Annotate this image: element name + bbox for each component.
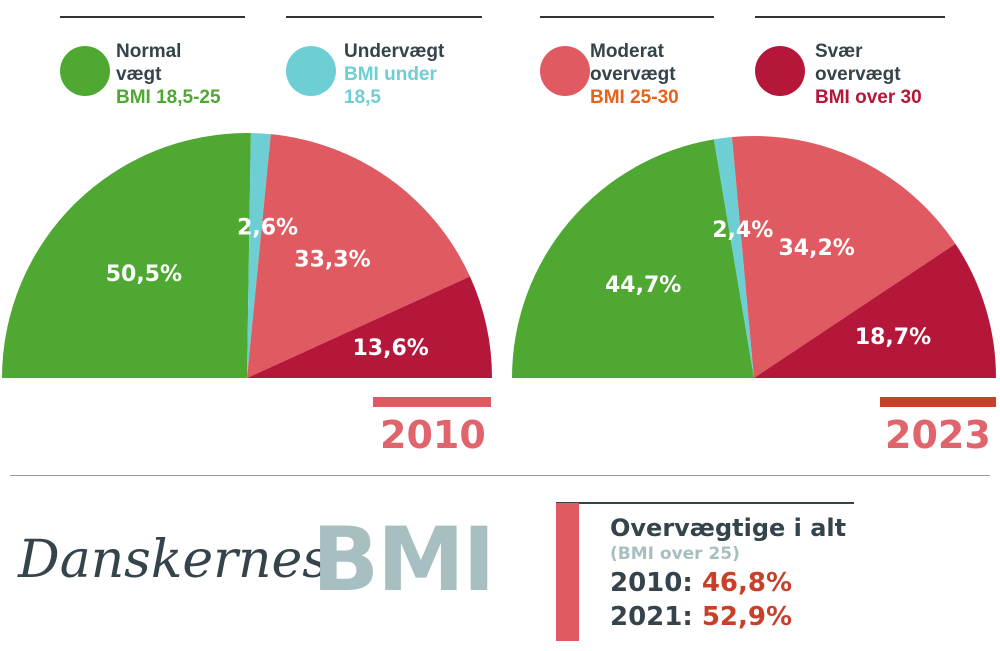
year-label-2010: 2010 <box>380 413 486 457</box>
heading-bmi: BMI <box>312 508 495 611</box>
pie-slice-2010-1 <box>247 133 271 378</box>
heading-script: Danskernes <box>18 530 329 590</box>
legend-title: Undervægt <box>344 41 445 62</box>
legend-sub: BMI over 30 <box>815 87 922 108</box>
summary-year: 2010: <box>610 568 693 598</box>
pie-slice-2023-1 <box>713 137 754 378</box>
pie-label-2023-0: 44,7% <box>605 273 681 298</box>
pie-label-2010-3: 13,6% <box>352 336 428 361</box>
legend-title: Moderat overvægt <box>590 41 676 85</box>
pie-label-2023-2: 34,2% <box>778 236 854 261</box>
summary-year: 2021: <box>610 602 693 632</box>
pie-slice-2023-2 <box>731 136 956 378</box>
legend-swatch <box>60 46 110 96</box>
legend-moderat: Moderat overvægt BMI 25-30 <box>540 16 714 108</box>
pie-slice-2010-3 <box>247 276 492 378</box>
summary-box: Overvægtige i alt (BMI over 25) 2010: 46… <box>610 514 846 632</box>
legend-swatch <box>755 46 805 96</box>
pie-slice-2010-2 <box>247 134 470 378</box>
year-bar-2023 <box>880 397 996 407</box>
legend-sub: BMI 25-30 <box>590 87 679 108</box>
legend-svaer: Svær overvægt BMI over 30 <box>755 16 945 108</box>
legend-swatch <box>286 46 336 96</box>
legend-under: Undervægt BMI under 18,5 <box>286 16 482 108</box>
summary-value: 46,8% <box>701 568 793 598</box>
pie-slice-2010-0 <box>2 132 251 378</box>
summary-value: 52,9% <box>701 602 793 632</box>
summary-title: Overvægtige i alt <box>610 514 847 542</box>
divider <box>10 475 990 476</box>
pie-label-2010-1: 2,6% <box>237 215 298 240</box>
summary-accent-bar <box>556 503 579 641</box>
legend-swatch <box>540 46 590 96</box>
legend-normal: Normal vægt BMI 18,5-25 <box>60 16 245 108</box>
pie-label-2010-2: 33,3% <box>294 247 370 272</box>
pie-label-2023-1: 2,4% <box>712 218 773 243</box>
pie-label-2023-3: 18,7% <box>855 325 931 350</box>
legend-sub: BMI 18,5-25 <box>116 87 221 108</box>
legend-sub: BMI under 18,5 <box>344 64 437 108</box>
summary-rule <box>556 502 854 504</box>
year-label-2023: 2023 <box>885 413 991 457</box>
summary-row-2010: 2010: 46,8% <box>610 568 846 598</box>
legend-title: Svær overvægt <box>815 41 901 85</box>
pie-label-2010-0: 50,5% <box>106 262 182 287</box>
pie-slice-2023-3 <box>754 243 996 378</box>
summary-subtitle: (BMI over 25) <box>610 544 740 564</box>
pie-slice-2023-0 <box>512 139 754 378</box>
year-bar-2010 <box>373 397 491 407</box>
legend-title: Normal vægt <box>116 41 182 85</box>
summary-row-2021: 2021: 52,9% <box>610 602 846 632</box>
